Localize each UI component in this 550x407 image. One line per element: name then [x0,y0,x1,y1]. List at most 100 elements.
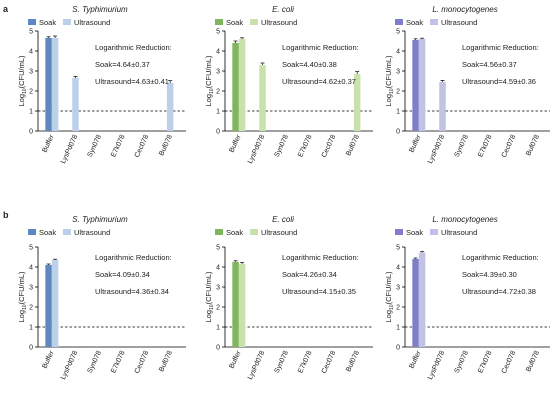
y-axis-label: Log10(CFU/mL) [17,271,28,322]
bar-soak [232,262,239,347]
annotation-line: Soak=4.09±0.34 [95,270,150,279]
x-tick-label: Buffer [41,133,55,153]
y-tick-label: 5 [396,245,400,252]
x-tick-label: Buffer [41,349,55,369]
y-tick-label: 2 [396,305,400,312]
legend-label-soak: Soak [39,228,56,237]
annotation-line: Soak=4.64±0.37 [95,60,150,69]
legend-label-soak: Soak [39,18,56,27]
bar-ultrasound [166,83,174,131]
bar-soak [45,38,52,131]
bar-ultrasound [259,65,266,131]
legend-swatch-ultrasound [63,229,71,235]
y-tick-label: 1 [29,109,33,116]
bar-ultrasound [418,39,426,131]
x-tick-label: Cec078 [134,134,151,159]
legend-label-soak: Soak [226,18,243,27]
legend-label-ultrasound: Ultrasound [74,228,110,237]
x-tick-label: E7k078 [477,350,493,375]
y-tick-label: 1 [216,109,220,116]
annotation-line: Ultrasound=4.36±0.34 [95,287,169,296]
bar-ultrasound [51,260,59,347]
legend-swatch-soak [395,229,403,235]
legend-swatch-ultrasound [250,19,258,25]
x-tick-label: Buffer [228,133,242,153]
bar-soak [232,43,239,131]
bar-ultrasound [238,264,246,347]
row-label: b [3,210,9,220]
y-axis-label: Log10(CFU/mL) [384,55,395,106]
x-tick-label: LysPd078 [427,134,446,165]
y-axis-label: Log10(CFU/mL) [204,55,215,106]
bar-soak [412,259,419,347]
y-tick-label: 1 [29,325,33,332]
y-tick-label: 0 [216,129,220,136]
legend-label-ultrasound: Ultrasound [441,228,477,237]
legend-swatch-ultrasound [63,19,71,25]
chart-panel-6: L. monocytogenes Soak Ultrasound 0 1 2 3 4 5 Log1… [384,215,550,381]
legend-label-soak: Soak [406,228,423,237]
y-tick-label: 3 [216,69,220,76]
annotation-line: Soak=4.40±0.38 [282,60,337,69]
y-tick-label: 5 [216,245,220,252]
y-tick-label: 1 [396,325,400,332]
x-tick-label: Buf078 [345,350,361,373]
annotation-line: Ultrasound=4.15±0.35 [282,287,356,296]
annotation-heading: Logarithmic Reduction: [282,253,359,262]
y-tick-label: 5 [29,29,33,36]
legend-swatch-soak [215,229,223,235]
x-tick-label: LysPd078 [247,350,266,381]
y-tick-label: 5 [216,29,220,36]
x-tick-label: Cec078 [321,134,338,159]
chart-panel-3: L. monocytogenes Soak Ultrasound 0 1 2 3 4 5 Log1… [384,5,550,165]
y-tick-label: 1 [396,109,400,116]
y-tick-label: 4 [216,265,220,272]
x-tick-label: Syn078 [274,134,290,159]
y-tick-label: 4 [29,49,33,56]
x-tick-label: LysPd078 [247,134,266,165]
x-tick-label: Syn078 [274,350,290,375]
y-tick-label: 3 [29,285,33,292]
legend-swatch-ultrasound [430,229,438,235]
annotation-line: Ultrasound=4.63±0.41 [95,77,169,86]
y-tick-label: 2 [216,305,220,312]
legend-label-ultrasound: Ultrasound [441,18,477,27]
x-tick-label: Cec078 [501,134,518,159]
y-tick-label: 3 [216,285,220,292]
legend-label-ultrasound: Ultrasound [261,228,297,237]
x-tick-label: Syn078 [454,350,470,375]
annotation-line: Soak=4.56±0.37 [462,60,517,69]
x-tick-label: Syn078 [454,134,470,159]
annotation-line: Soak=4.26±0.34 [282,270,337,279]
y-tick-label: 2 [396,89,400,96]
legend-label-soak: Soak [406,18,423,27]
y-tick-label: 5 [396,29,400,36]
annotation-line: Ultrasound=4.59±0.36 [462,77,536,86]
y-tick-label: 3 [396,285,400,292]
y-tick-label: 0 [216,345,220,352]
annotation-heading: Logarithmic Reduction: [282,43,359,52]
bar-ultrasound [353,74,361,131]
annotation-heading: Logarithmic Reduction: [462,43,539,52]
chart-title: L. monocytogenes [432,5,497,14]
y-tick-label: 4 [396,49,400,56]
bar-soak [45,265,52,347]
chart-title: E. coli [272,5,294,14]
x-tick-label: Buffer [408,349,422,369]
annotation-heading: Logarithmic Reduction: [95,43,172,52]
y-tick-label: 2 [29,305,33,312]
y-tick-label: 3 [396,69,400,76]
legend-swatch-soak [215,19,223,25]
x-tick-label: E7k078 [297,350,313,375]
legend-label-ultrasound: Ultrasound [261,18,297,27]
x-tick-label: Buf078 [525,134,541,157]
x-tick-label: Syn078 [87,350,103,375]
x-tick-label: Cec078 [321,350,338,375]
bar-ultrasound [418,252,426,347]
y-tick-label: 2 [216,89,220,96]
y-tick-label: 1 [216,325,220,332]
chart-panel-2: E. coli Soak Ultrasound 0 1 2 3 4 5 Log10(CFU/mL)… [204,5,373,165]
bar-ultrasound [439,82,446,131]
x-tick-label: Buf078 [525,350,541,373]
